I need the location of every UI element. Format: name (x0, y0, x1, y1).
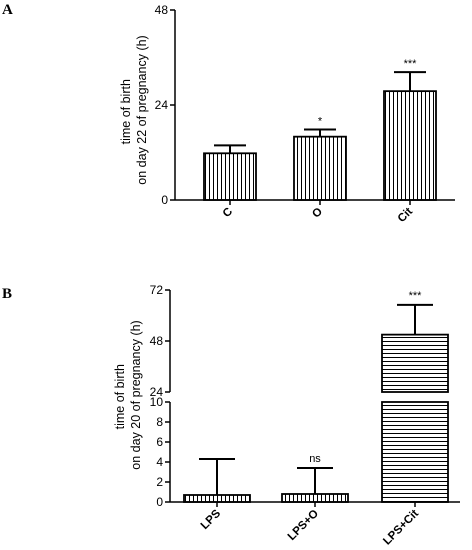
panel-a-ytick-label-0: 0 (161, 193, 168, 207)
panel-a-ylabel-line1: time of birth (119, 79, 133, 144)
panel-b-xtick-label-lps-cit: LPS+Cit (381, 508, 421, 548)
panel-a-letter: A (2, 2, 13, 18)
panel-a-chart: A time of birth on day 22 of pregnancy (… (2, 2, 455, 225)
panel-b-lower-ytick-label-4: 4 (156, 455, 163, 469)
panel-b-lower-ytick-label-6: 6 (156, 435, 163, 449)
panel-a-significance-o: * (318, 116, 323, 128)
panel-b-x-ticks: LPS LPS+O LPS+Cit (199, 502, 421, 548)
panel-b-ylabel: time of birth on day 20 of pregnancy (h) (113, 320, 143, 469)
panel-b-bar-lps (183, 494, 251, 503)
panel-a-bar-cit (383, 90, 437, 201)
panel-a-xtick-label-c: C (221, 206, 235, 220)
panel-b-letter: B (2, 286, 12, 302)
panel-b-xtick-label-lps-o: LPS+O (286, 508, 321, 543)
panel-b-xtick-label-lps: LPS (199, 507, 224, 532)
panel-b-ylabel-line2: on day 20 of pregnancy (h) (129, 320, 143, 469)
panel-b-lower-ytick-label-2: 2 (156, 475, 163, 489)
panel-b-lower-ytick-label-8: 8 (156, 415, 163, 429)
panel-a-bars: **** (203, 58, 437, 201)
panel-b-lower-ytick-label-0: 0 (156, 495, 163, 509)
panel-b-bar-lps-o (281, 493, 349, 503)
panel-b-bar-upper-lps-cit (381, 333, 449, 393)
panel-b-bars: ns *** (183, 290, 449, 503)
panel-b-upper-ytick-label-48: 48 (150, 334, 164, 348)
panel-b-ylabel-line1: time of birth (113, 364, 127, 429)
panel-a-xtick-label-cit: Cit (396, 206, 415, 225)
panel-b-upper-ytick-label-24: 24 (150, 385, 164, 399)
panel-a-ylabel-line2: on day 22 of pregnancy (h) (135, 35, 149, 184)
panel-a-ylabel: time of birth on day 22 of pregnancy (h) (119, 35, 149, 184)
panel-a-xtick-label-o: O (310, 206, 325, 221)
panel-a-x-ticks: C O Cit (221, 200, 415, 225)
panel-b-lower-ytick-label-10: 10 (150, 395, 164, 409)
panel-b-chart: B time of birth on day 20 of pregnancy (… (2, 283, 460, 548)
panel-a-y-ticks: 0 24 48 (155, 3, 175, 207)
panel-a-significance-cit: *** (404, 58, 418, 70)
panel-a-ytick-label-48: 48 (155, 3, 169, 17)
panel-a-ytick-label-24: 24 (155, 98, 169, 112)
panel-b-significance-lps-cit: *** (409, 290, 423, 302)
panel-b-upper-ytick-label-72: 72 (150, 283, 164, 297)
panel-b-significance-lps-o: ns (309, 453, 321, 465)
panel-b-bar-lower-lps-cit (381, 401, 449, 503)
panel-a-bar-c (203, 152, 257, 201)
panel-a-bar-o (293, 135, 347, 201)
